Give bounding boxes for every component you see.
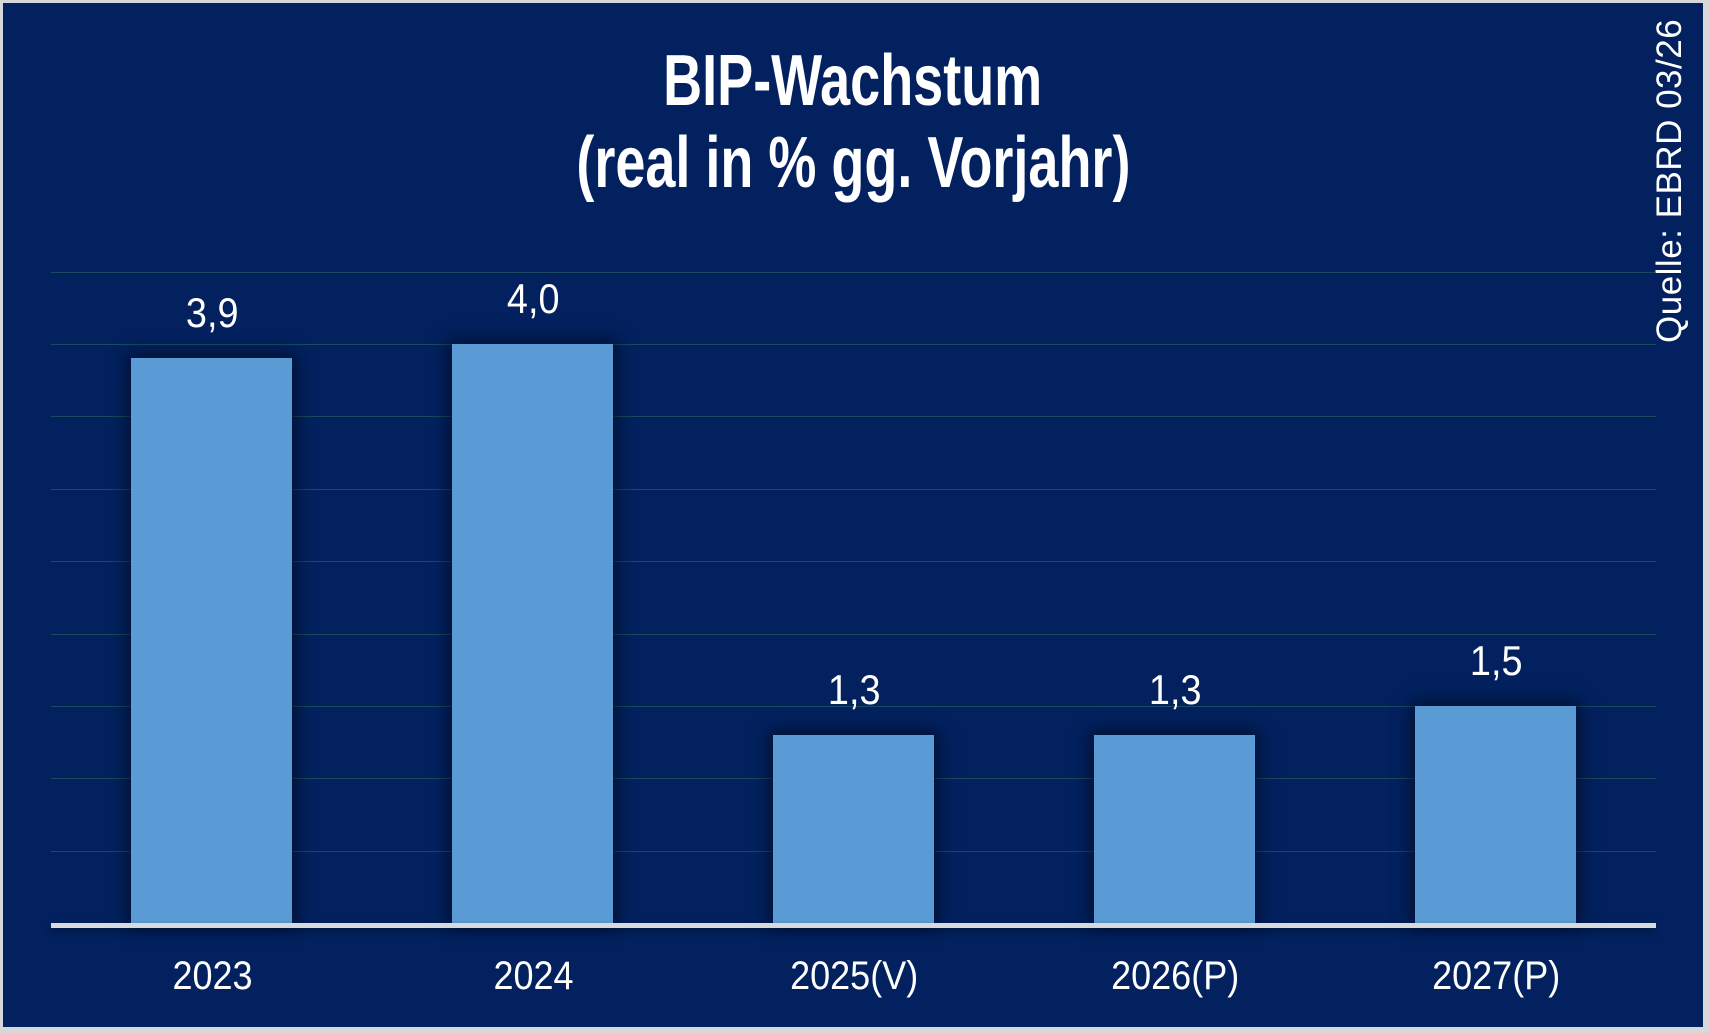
bar-2026(P) [1094,735,1255,923]
value-label-text: 1,3 [827,666,881,713]
bar-2024 [452,344,613,923]
gridline [51,416,1656,417]
x-tick-label: 2027(P) [1335,955,1657,997]
value-label-text: 4,0 [506,275,560,322]
gridline [51,344,1656,345]
value-label: 3,9 [102,289,322,336]
chart-title-block: BIP-Wachstum (real in % gg. Vorjahr) [3,40,1703,204]
plot-area: 3,9 2023 4,0 2024 1,3 2025(V) 1,3 2026(P) 1,5 202… [3,3,1703,1027]
gridline [51,561,1656,562]
gridline [51,634,1656,635]
value-label-text: 1,3 [1148,666,1202,713]
x-tick-label: 2026(P) [1014,955,1336,997]
x-tick-label-text: 2024 [492,954,574,998]
x-tick-label-text: 2026(P) [1110,954,1240,998]
x-tick-label-text: 2027(P) [1431,954,1561,998]
gridline [51,272,1656,273]
x-tick-label: 2024 [372,955,694,997]
gridline [51,706,1656,707]
value-label-text: 3,9 [185,289,239,336]
chart-title: BIP-Wachstum [663,41,1043,121]
x-axis-line [51,923,1656,928]
bar-2025(V) [773,735,934,923]
gridline [51,489,1656,490]
x-tick-label: 2025(V) [693,955,1015,997]
bar-2027(P) [1415,706,1576,923]
x-tick-label-text: 2025(V) [789,954,919,998]
value-label: 4,0 [423,275,643,322]
value-label: 1,5 [1386,637,1606,684]
value-label-text: 1,5 [1469,637,1523,684]
value-label: 1,3 [1065,666,1285,713]
x-tick-label-text: 2023 [171,954,253,998]
value-label: 1,3 [744,666,964,713]
bar-2023 [131,358,292,923]
x-tick-label: 2023 [51,955,373,997]
chart-subtitle: (real in % gg. Vorjahr) [575,123,1131,203]
